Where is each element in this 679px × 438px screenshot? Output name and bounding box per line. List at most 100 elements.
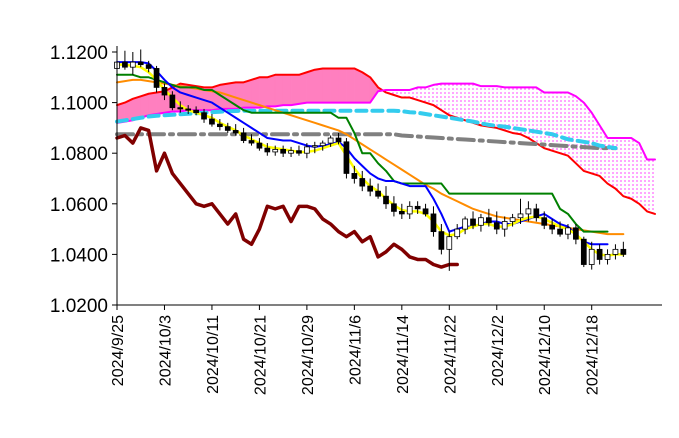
candle xyxy=(193,106,199,116)
candle-body-down xyxy=(414,205,421,210)
cloud-segment xyxy=(639,143,648,212)
candle-body-down xyxy=(493,222,500,230)
cloud-segment xyxy=(528,87,537,144)
cloud-segment xyxy=(346,68,355,103)
cloud-segment xyxy=(290,74,300,106)
cloud-segment xyxy=(425,84,434,106)
candle xyxy=(620,241,627,257)
candle xyxy=(446,231,453,271)
candle-body-up xyxy=(319,142,326,147)
candle-body-down xyxy=(185,108,192,111)
candle xyxy=(288,146,294,157)
candle-body-down xyxy=(359,178,366,187)
candle-body-down xyxy=(383,195,389,205)
x-tick-label: 2024/10/29 xyxy=(300,315,317,395)
cloud-segment xyxy=(433,83,442,111)
cloud-segment xyxy=(322,68,331,103)
candle-body-down xyxy=(209,118,215,125)
candle-body-up xyxy=(588,248,595,265)
candle xyxy=(588,241,595,270)
cloud-segment xyxy=(544,92,553,151)
candle-body-down xyxy=(256,142,263,149)
candle xyxy=(217,119,223,131)
candle-body-down xyxy=(375,190,381,197)
cloud-segment xyxy=(623,138,632,199)
cloud-segment xyxy=(607,138,616,189)
candle xyxy=(383,186,389,209)
candle-body-up xyxy=(406,205,413,215)
candle-body-down xyxy=(193,109,199,114)
candle xyxy=(319,140,326,151)
cloud-segment xyxy=(148,92,157,116)
candle-body-down xyxy=(367,185,374,192)
candle-body-down xyxy=(335,137,342,143)
x-tick-label: 2024/11/22 xyxy=(442,315,459,394)
candle-body-down xyxy=(169,94,176,109)
cloud-segment xyxy=(259,77,268,108)
candle-body-down xyxy=(232,130,239,134)
candle xyxy=(280,145,286,157)
candle xyxy=(161,83,168,101)
cloud-segment xyxy=(330,68,339,103)
candle xyxy=(343,138,350,179)
cloud-segment xyxy=(496,86,505,131)
cloud-segment xyxy=(417,87,426,103)
x-tick-label: 2024/12/10 xyxy=(537,315,554,395)
candle xyxy=(359,170,366,192)
candle-body-down xyxy=(398,210,405,215)
candle-body-up xyxy=(604,253,611,260)
cloud-segment xyxy=(465,83,474,123)
candle xyxy=(304,143,310,159)
candle xyxy=(209,113,215,127)
candle xyxy=(557,221,563,237)
x-tick-label: 2024/12/2 xyxy=(490,315,507,386)
candle xyxy=(177,101,184,113)
candle xyxy=(533,203,540,222)
candle-body-down xyxy=(161,87,168,96)
candle-body-down xyxy=(620,248,627,255)
candle xyxy=(541,211,548,230)
candle xyxy=(145,60,152,73)
candle-body-down xyxy=(153,68,160,88)
cloud-segment xyxy=(575,96,584,171)
candle xyxy=(335,132,342,145)
candle xyxy=(406,201,413,219)
candle xyxy=(525,201,532,222)
cloud-segment xyxy=(512,87,521,135)
candle-body-down xyxy=(533,208,540,219)
x-tick-label: 2024/12/18 xyxy=(585,315,602,395)
cloud-segment xyxy=(536,87,545,149)
x-tick-label: 2024/10/3 xyxy=(157,315,174,386)
candle-body-down xyxy=(224,126,231,131)
candle-body-down xyxy=(240,132,247,141)
candle-body-down xyxy=(557,228,563,235)
candle-body-down xyxy=(137,61,144,66)
candle xyxy=(422,203,429,217)
candle xyxy=(596,244,603,265)
candle xyxy=(311,141,318,154)
candle xyxy=(256,138,263,151)
cloud-segment xyxy=(473,83,481,126)
candle xyxy=(486,208,492,227)
candle-body-up xyxy=(311,145,318,148)
cloud-segment xyxy=(274,74,284,107)
candle xyxy=(201,108,207,123)
series-line-kijun xyxy=(116,73,609,233)
candle xyxy=(232,124,239,136)
candle xyxy=(430,206,437,237)
cloud-segment xyxy=(409,87,418,101)
candle-body-down xyxy=(391,203,397,212)
candle xyxy=(438,224,445,255)
candle xyxy=(367,178,374,197)
candle xyxy=(137,49,144,68)
axis-layer: 1.12001.10001.08001.06001.04001.02002024… xyxy=(50,43,662,395)
candle-body-down xyxy=(573,227,579,240)
cloud-segment xyxy=(354,68,363,103)
candle-body-up xyxy=(327,137,334,144)
candle xyxy=(122,50,128,70)
y-tick-label: 1.0800 xyxy=(50,144,108,165)
x-tick-label: 2024/10/21 xyxy=(252,315,269,395)
cloud-segment xyxy=(401,89,410,98)
candle xyxy=(296,145,302,156)
